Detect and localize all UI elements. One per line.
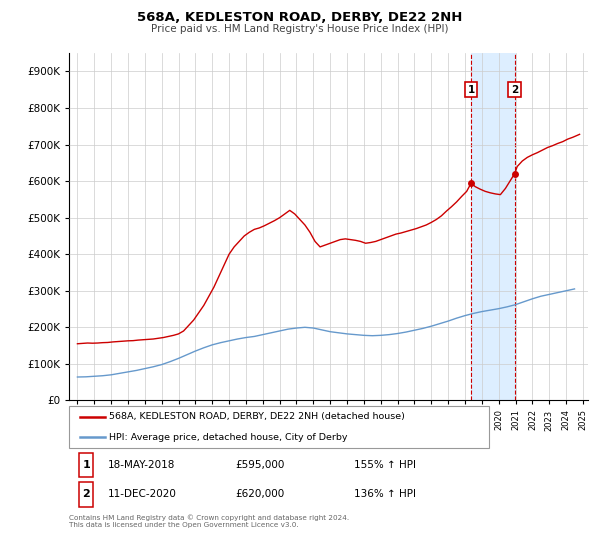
Text: £595,000: £595,000 (235, 460, 284, 470)
Text: 136% ↑ HPI: 136% ↑ HPI (355, 489, 416, 500)
Text: £620,000: £620,000 (235, 489, 284, 500)
Text: 11-DEC-2020: 11-DEC-2020 (108, 489, 177, 500)
Text: Price paid vs. HM Land Registry's House Price Index (HPI): Price paid vs. HM Land Registry's House … (151, 24, 449, 34)
Text: 568A, KEDLESTON ROAD, DERBY, DE22 2NH (detached house): 568A, KEDLESTON ROAD, DERBY, DE22 2NH (d… (109, 412, 405, 422)
Text: 1: 1 (82, 460, 90, 470)
FancyBboxPatch shape (69, 406, 489, 448)
Text: HPI: Average price, detached house, City of Derby: HPI: Average price, detached house, City… (109, 432, 347, 442)
Text: 2: 2 (511, 85, 518, 95)
Bar (471, 53, 515, 400)
Text: 18-MAY-2018: 18-MAY-2018 (108, 460, 175, 470)
Text: 155% ↑ HPI: 155% ↑ HPI (355, 460, 416, 470)
FancyBboxPatch shape (79, 452, 94, 477)
Text: 1: 1 (467, 85, 475, 95)
FancyBboxPatch shape (79, 482, 94, 507)
Text: Contains HM Land Registry data © Crown copyright and database right 2024.
This d: Contains HM Land Registry data © Crown c… (69, 514, 349, 528)
Text: 2: 2 (82, 489, 90, 500)
Text: 568A, KEDLESTON ROAD, DERBY, DE22 2NH: 568A, KEDLESTON ROAD, DERBY, DE22 2NH (137, 11, 463, 24)
